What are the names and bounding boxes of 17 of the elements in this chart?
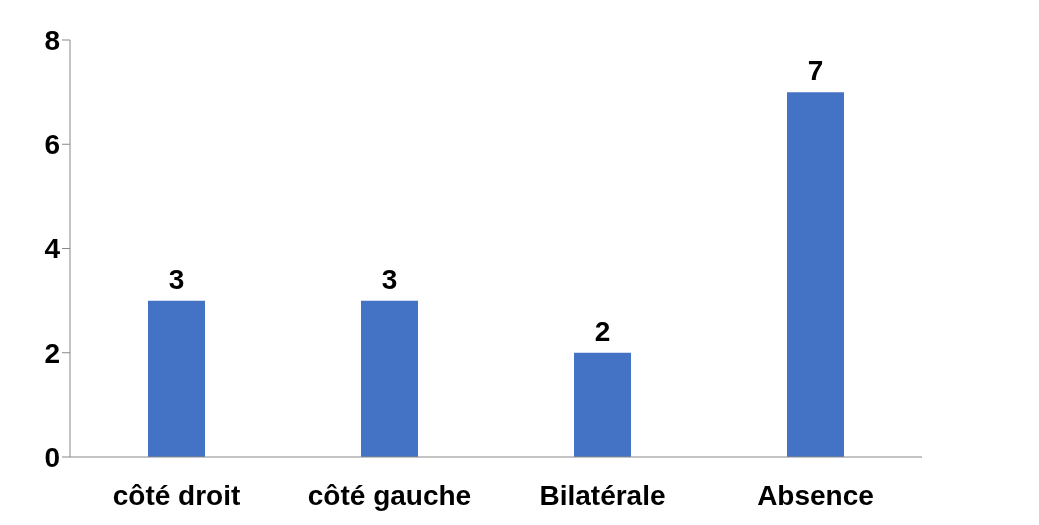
y-tick-label: 4 [44, 233, 61, 265]
bar [148, 300, 205, 457]
data-label: 3 [168, 263, 185, 295]
x-tick-label: Absence [757, 479, 874, 511]
bar [787, 92, 844, 457]
y-tick-label: 6 [44, 129, 60, 161]
y-tick-label: 8 [44, 24, 60, 56]
data-label: 3 [381, 263, 398, 295]
x-tick-label: côté gauche [307, 479, 472, 511]
y-tick-label: 0 [44, 441, 60, 473]
x-tick-label: Bilatérale [539, 479, 666, 511]
bar [574, 352, 631, 457]
x-tick-label: côté droit [112, 479, 241, 511]
y-tick-label: 2 [44, 337, 60, 369]
data-label: 7 [807, 55, 824, 87]
data-label: 2 [594, 315, 611, 347]
bar [361, 300, 418, 457]
